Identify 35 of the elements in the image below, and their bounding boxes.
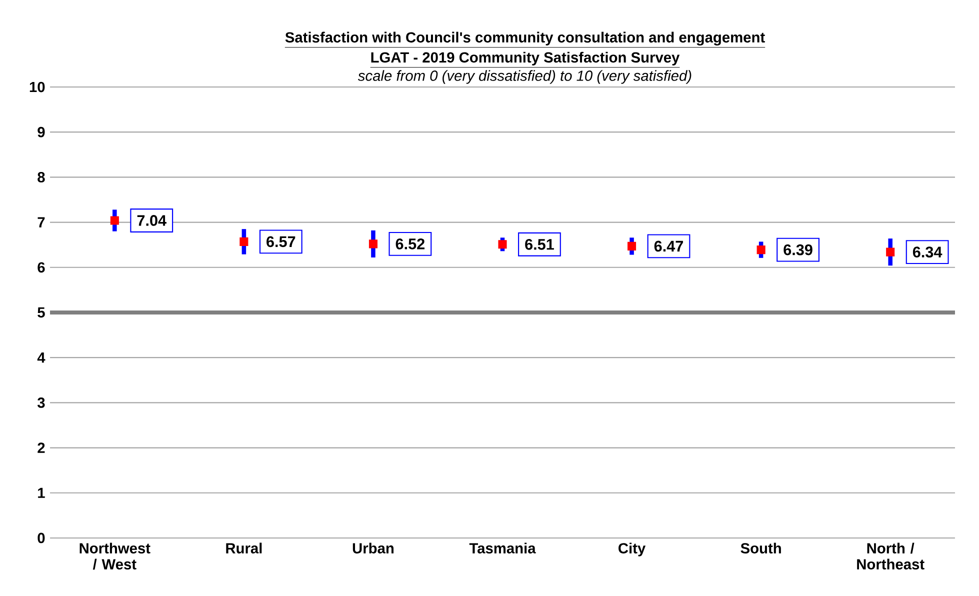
x-tick-label: North / Northeast	[857, 542, 924, 570]
y-tick-label: 5	[38, 307, 45, 318]
x-tick-label: Tasmania	[469, 542, 536, 554]
data-label: 6.39	[784, 244, 812, 256]
point	[498, 240, 507, 249]
data-label: 6.47	[654, 240, 683, 252]
x-tick-label: South	[740, 542, 781, 554]
point	[368, 240, 378, 248]
point	[628, 242, 636, 250]
chart-title: Satisfaction with Council's community consultation and engagement	[285, 32, 765, 46]
y-tick-label: 0	[38, 532, 45, 544]
chart-subtitle: LGAT - 2019 Community Satisfaction Survey	[371, 52, 680, 66]
y-tick-label: 6	[38, 262, 45, 273]
y-tick-label: 1	[38, 488, 45, 498]
data-label: 6.34	[912, 246, 942, 258]
point	[756, 246, 766, 254]
y-tick-label: 2	[38, 442, 45, 453]
y-tick-label: 9	[38, 126, 45, 138]
y-tick-label: 10	[30, 82, 45, 92]
data-label: 7.04	[137, 215, 166, 226]
x-tick-label: Northwest / West	[80, 542, 150, 570]
y-tick-label: 7	[38, 217, 45, 228]
y-tick-label: 3	[37, 398, 45, 408]
point	[886, 248, 895, 256]
point	[240, 237, 248, 246]
y-tick-label: 8	[38, 172, 45, 182]
x-tick-label: Rural	[226, 542, 262, 554]
text: scale from 0 (very dissatisfied) to 10 (very satisfied)	[358, 70, 692, 84]
data-label: 6.52	[396, 238, 424, 250]
y-tick-label: 4	[37, 352, 46, 363]
x-tick-label: City	[618, 542, 646, 556]
data-label: 6.51	[525, 238, 554, 250]
x-tick-label: Urban	[352, 542, 394, 554]
data-label: 6.57	[266, 236, 296, 248]
point	[110, 216, 119, 225]
